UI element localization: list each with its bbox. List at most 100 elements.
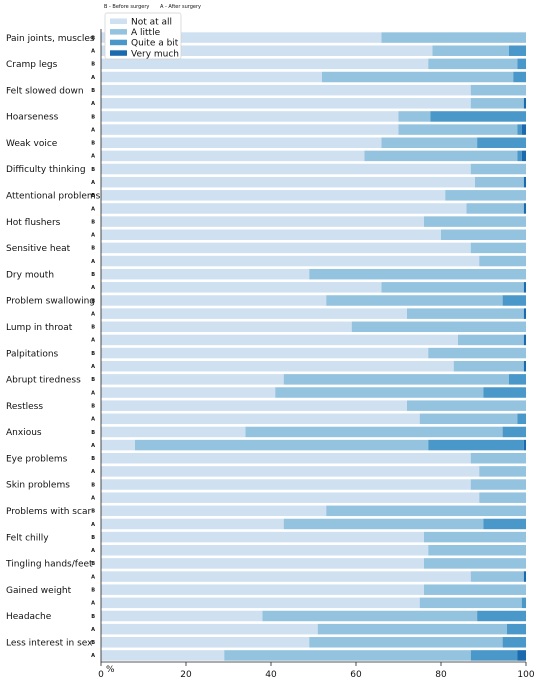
bar-segment-5-b-2 — [381, 137, 478, 148]
bar-segment-2-b-2 — [428, 58, 518, 70]
group-label-b: B — [91, 430, 95, 436]
bar-segment-19-b-2 — [326, 505, 526, 517]
bar-segment-5-a-1 — [101, 150, 365, 162]
bar-segment-14-a-2 — [275, 387, 484, 398]
group-label-a: A — [91, 522, 95, 528]
bar-segment-2-a-3 — [513, 71, 526, 83]
group-label-b: B — [91, 614, 95, 620]
bar-segment-6-b-2 — [470, 163, 526, 175]
legend-swatch — [110, 39, 127, 46]
bar-segment-15-b-1 — [101, 400, 407, 411]
group-label-a: A — [91, 180, 95, 186]
bar-segment-12-a-4 — [523, 334, 527, 346]
bar-segment-5-a-2 — [364, 150, 518, 162]
group-label-b: B — [91, 246, 95, 252]
bar-segment-15-b-2 — [407, 400, 526, 411]
bar-segment-12-a-1 — [101, 334, 458, 346]
bar-segment-19-a-2 — [283, 518, 484, 530]
group-label-a: A — [91, 443, 95, 449]
bar-segment-22-a-2 — [419, 597, 522, 609]
bar-segment-2-a-1 — [101, 71, 322, 83]
bar-segment-8-b-1 — [101, 216, 424, 227]
category-label: Eye problems — [6, 454, 68, 464]
bar-segment-14-b-1 — [101, 374, 284, 385]
legend-label: Very much — [131, 49, 179, 59]
category-label: Weak voice — [6, 139, 58, 149]
bar-segment-22-b-1 — [101, 584, 424, 595]
bar-segment-10-b-1 — [101, 268, 310, 280]
group-label-b: B — [91, 456, 95, 462]
group-label-b: B — [91, 298, 95, 304]
group-label-b: B — [91, 88, 95, 94]
group-label-b: B — [91, 193, 95, 199]
x-tick-label: 100 — [517, 670, 534, 680]
group-label-a: A — [91, 101, 95, 107]
bar-segment-20-a-2 — [428, 545, 526, 556]
group-label-a: A — [91, 49, 95, 55]
bar-segment-12-b-2 — [351, 321, 526, 333]
group-label-b: B — [91, 535, 95, 541]
group-label-b: B — [91, 114, 95, 120]
bar-segment-9-a-1 — [101, 255, 480, 267]
group-label-a: A — [91, 233, 95, 239]
bar-segment-13-b-1 — [101, 347, 429, 359]
category-label: Headache — [6, 612, 52, 622]
labels-layer: B A Pain joints, muscles B A Cramp legs B A Felt… — [5, 34, 101, 659]
bar-segment-20-b-2 — [424, 531, 526, 543]
bar-segment-2-b-3 — [517, 58, 526, 70]
bar-segment-24-b-2 — [309, 637, 503, 648]
bar-segment-7-b-1 — [101, 190, 446, 201]
bar-segment-24-a-4 — [517, 650, 526, 661]
bar-segment-8-b-2 — [424, 216, 526, 227]
group-label-b: B — [91, 509, 95, 515]
group-label-a: A — [91, 154, 95, 160]
bar-segment-14-b-3 — [509, 374, 526, 385]
group-label-a: A — [91, 495, 95, 501]
bar-segment-3-a-4 — [523, 98, 527, 109]
category-label: Tingling hands/feet — [5, 560, 93, 570]
x-tick-label: 80 — [435, 670, 447, 680]
group-label-b: B — [91, 62, 95, 68]
bar-segment-18-b-2 — [470, 479, 526, 490]
bar-segment-9-a-2 — [479, 255, 526, 267]
x-tick-label: 20 — [180, 670, 192, 680]
bar-segment-21-b-2 — [424, 558, 526, 569]
bar-segment-7-b-2 — [445, 190, 526, 201]
group-label-a: A — [91, 206, 95, 212]
bar-segment-16-a-2 — [135, 439, 429, 451]
bar-segment-22-b-2 — [424, 584, 526, 595]
bars-layer — [101, 32, 527, 661]
bar-segment-23-b-3 — [477, 610, 527, 622]
bar-segment-15-a-2 — [419, 413, 518, 425]
legend-swatch — [110, 18, 127, 24]
bar-segment-23-a-2 — [317, 623, 507, 635]
group-label-a: A — [91, 417, 95, 423]
bar-segment-10-b-2 — [309, 268, 526, 280]
bar-segment-21-a-4 — [523, 571, 527, 582]
bar-segment-16-a-4 — [523, 439, 527, 451]
group-label-b: B — [91, 219, 95, 225]
category-label: Felt chilly — [6, 533, 49, 543]
bar-segment-9-b-2 — [470, 242, 526, 254]
category-label: Anxious — [6, 428, 42, 438]
group-label-a: A — [91, 285, 95, 291]
bar-segment-12-b-1 — [101, 321, 352, 333]
note-before-surgery: B - Before surgery — [104, 4, 149, 10]
group-label-b: B — [91, 351, 95, 357]
x-tick-label: 60 — [350, 670, 362, 680]
bar-segment-16-b-2 — [245, 426, 503, 438]
group-label-b: B — [91, 482, 95, 488]
category-label: Problem swallowing — [6, 297, 95, 307]
category-label: Attentional problems — [6, 192, 101, 202]
bar-segment-13-a-1 — [101, 360, 454, 372]
bar-segment-23-a-1 — [101, 623, 318, 635]
group-label-a: A — [91, 338, 95, 344]
bar-segment-13-a-4 — [523, 360, 527, 372]
bar-segment-1-a-1 — [101, 45, 433, 56]
bar-segment-19-b-1 — [101, 505, 327, 517]
bar-segment-7-a-2 — [466, 203, 524, 214]
category-label: Restless — [6, 402, 43, 412]
category-label: Gained weight — [6, 586, 72, 596]
